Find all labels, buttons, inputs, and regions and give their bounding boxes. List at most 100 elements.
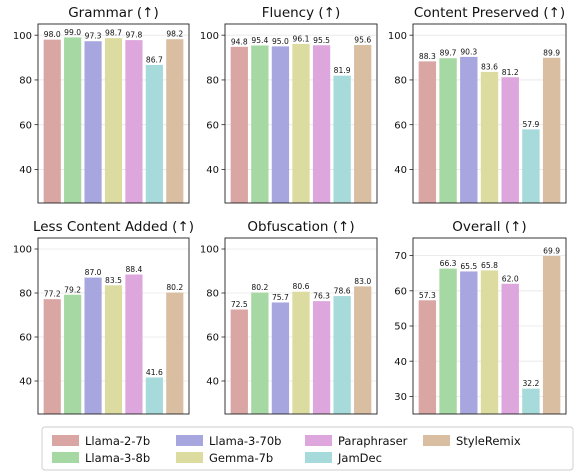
data-label: 69.9 — [543, 246, 560, 255]
bar-gemma-7b — [480, 71, 499, 203]
bar-llama-3-8b — [251, 292, 269, 414]
legend-label: Llama-3-70b — [209, 434, 281, 448]
data-label: 89.7 — [440, 49, 457, 58]
bar-llama-3-8b — [64, 294, 82, 414]
chart-title: Grammar (↑) — [68, 5, 159, 21]
data-label: 41.6 — [146, 368, 163, 377]
data-label: 95.0 — [272, 37, 289, 46]
data-label: 76.3 — [313, 292, 330, 301]
bar-gemma-7b — [480, 270, 499, 414]
data-label: 78.6 — [334, 287, 351, 296]
y-tick-label: 100 — [13, 245, 32, 256]
legend-swatch-paraphraser — [305, 435, 332, 446]
data-label: 75.7 — [272, 293, 289, 302]
data-label: 88.3 — [419, 52, 436, 61]
chart-title: Less Content Added (↑) — [33, 219, 194, 235]
data-label: 88.4 — [125, 265, 142, 274]
bar-llama-2-7b — [43, 39, 61, 203]
data-label: 32.2 — [522, 379, 539, 388]
legend-swatch-llama-3-70b — [176, 435, 203, 446]
bar-jamdec — [522, 129, 540, 203]
y-tick-label: 80 — [19, 289, 32, 300]
chart-title: Fluency (↑) — [262, 5, 340, 21]
y-tick-label: 50 — [394, 322, 407, 333]
data-label: 97.3 — [85, 32, 102, 41]
bar-jamdec — [145, 64, 163, 203]
bar-styleremix — [542, 57, 561, 203]
legend-label: Llama-2-7b — [85, 434, 150, 448]
bar-llama-3-70b — [84, 41, 102, 204]
legend-swatch-gemma-7b — [176, 452, 203, 463]
bar-paraphraser — [312, 301, 331, 414]
bar-paraphraser — [501, 283, 519, 414]
chart-title: Overall (↑) — [452, 219, 526, 235]
data-label: 65.8 — [481, 261, 498, 270]
bar-styleremix — [166, 292, 184, 414]
bar-styleremix — [354, 45, 372, 203]
plot-frame — [37, 23, 190, 204]
data-label: 65.5 — [460, 262, 477, 271]
plot-frame — [37, 237, 190, 415]
chart-title: Obfuscation (↑) — [247, 219, 354, 235]
y-tick-label: 60 — [206, 120, 219, 131]
bar-gemma-7b — [104, 38, 123, 203]
bar-styleremix — [166, 39, 184, 204]
data-label: 99.0 — [64, 28, 81, 37]
data-label: 95.4 — [251, 36, 268, 45]
data-label: 95.5 — [313, 36, 330, 45]
bar-paraphraser — [125, 40, 143, 203]
y-tick-label: 80 — [206, 76, 219, 87]
y-tick-label: 60 — [394, 286, 407, 297]
bar-llama-2-7b — [418, 61, 437, 204]
bar-jamdec — [333, 296, 351, 414]
plot-frame — [412, 237, 567, 415]
bar-jamdec — [333, 75, 351, 203]
y-tick-label: 40 — [19, 165, 32, 176]
bar-llama-3-8b — [439, 58, 457, 203]
legend-swatch-jamdec — [305, 452, 332, 463]
legend-label: JamDec — [337, 451, 382, 465]
bar-jamdec — [522, 388, 540, 414]
bar-gemma-7b — [292, 43, 310, 203]
data-label: 57.3 — [419, 291, 436, 300]
data-label: 86.7 — [146, 55, 163, 64]
data-label: 98.7 — [105, 29, 122, 38]
plot-frame — [412, 23, 567, 204]
y-tick-label: 70 — [394, 251, 407, 262]
y-tick-label: 40 — [206, 377, 219, 388]
data-label: 96.1 — [293, 34, 310, 43]
legend-label: StyleRemix — [456, 434, 521, 448]
bar-gemma-7b — [292, 291, 310, 414]
chart-title: Content Preserved (↑) — [414, 5, 565, 21]
data-label: 98.2 — [166, 30, 183, 39]
legend-swatch-llama-3-8b — [52, 452, 79, 463]
bar-styleremix — [542, 255, 561, 414]
bar-llama-3-8b — [439, 268, 457, 414]
data-label: 66.3 — [440, 259, 457, 268]
bar-gemma-7b — [104, 285, 123, 414]
data-label: 80.6 — [293, 282, 310, 291]
y-tick-label: 60 — [394, 120, 407, 131]
legend-swatch-llama-2-7b — [52, 435, 79, 446]
data-label: 83.5 — [105, 276, 122, 285]
plot-frame — [224, 237, 378, 415]
bar-jamdec — [145, 377, 163, 414]
bar-llama-3-70b — [460, 271, 478, 414]
data-label: 95.6 — [354, 36, 371, 45]
legend-label: Paraphraser — [338, 434, 408, 448]
y-tick-label: 60 — [19, 120, 32, 131]
bar-styleremix — [354, 286, 372, 414]
data-label: 80.2 — [251, 283, 268, 292]
bar-llama-3-70b — [271, 46, 290, 203]
data-label: 79.2 — [64, 285, 81, 294]
data-label: 81.9 — [334, 66, 351, 75]
data-label: 87.0 — [85, 268, 102, 277]
data-label: 90.3 — [460, 47, 477, 56]
y-tick-label: 30 — [394, 392, 407, 403]
data-label: 72.5 — [231, 300, 248, 309]
plot-frame — [224, 23, 378, 204]
data-label: 80.2 — [166, 283, 183, 292]
bar-llama-2-7b — [43, 299, 61, 414]
bar-llama-3-70b — [271, 302, 290, 414]
